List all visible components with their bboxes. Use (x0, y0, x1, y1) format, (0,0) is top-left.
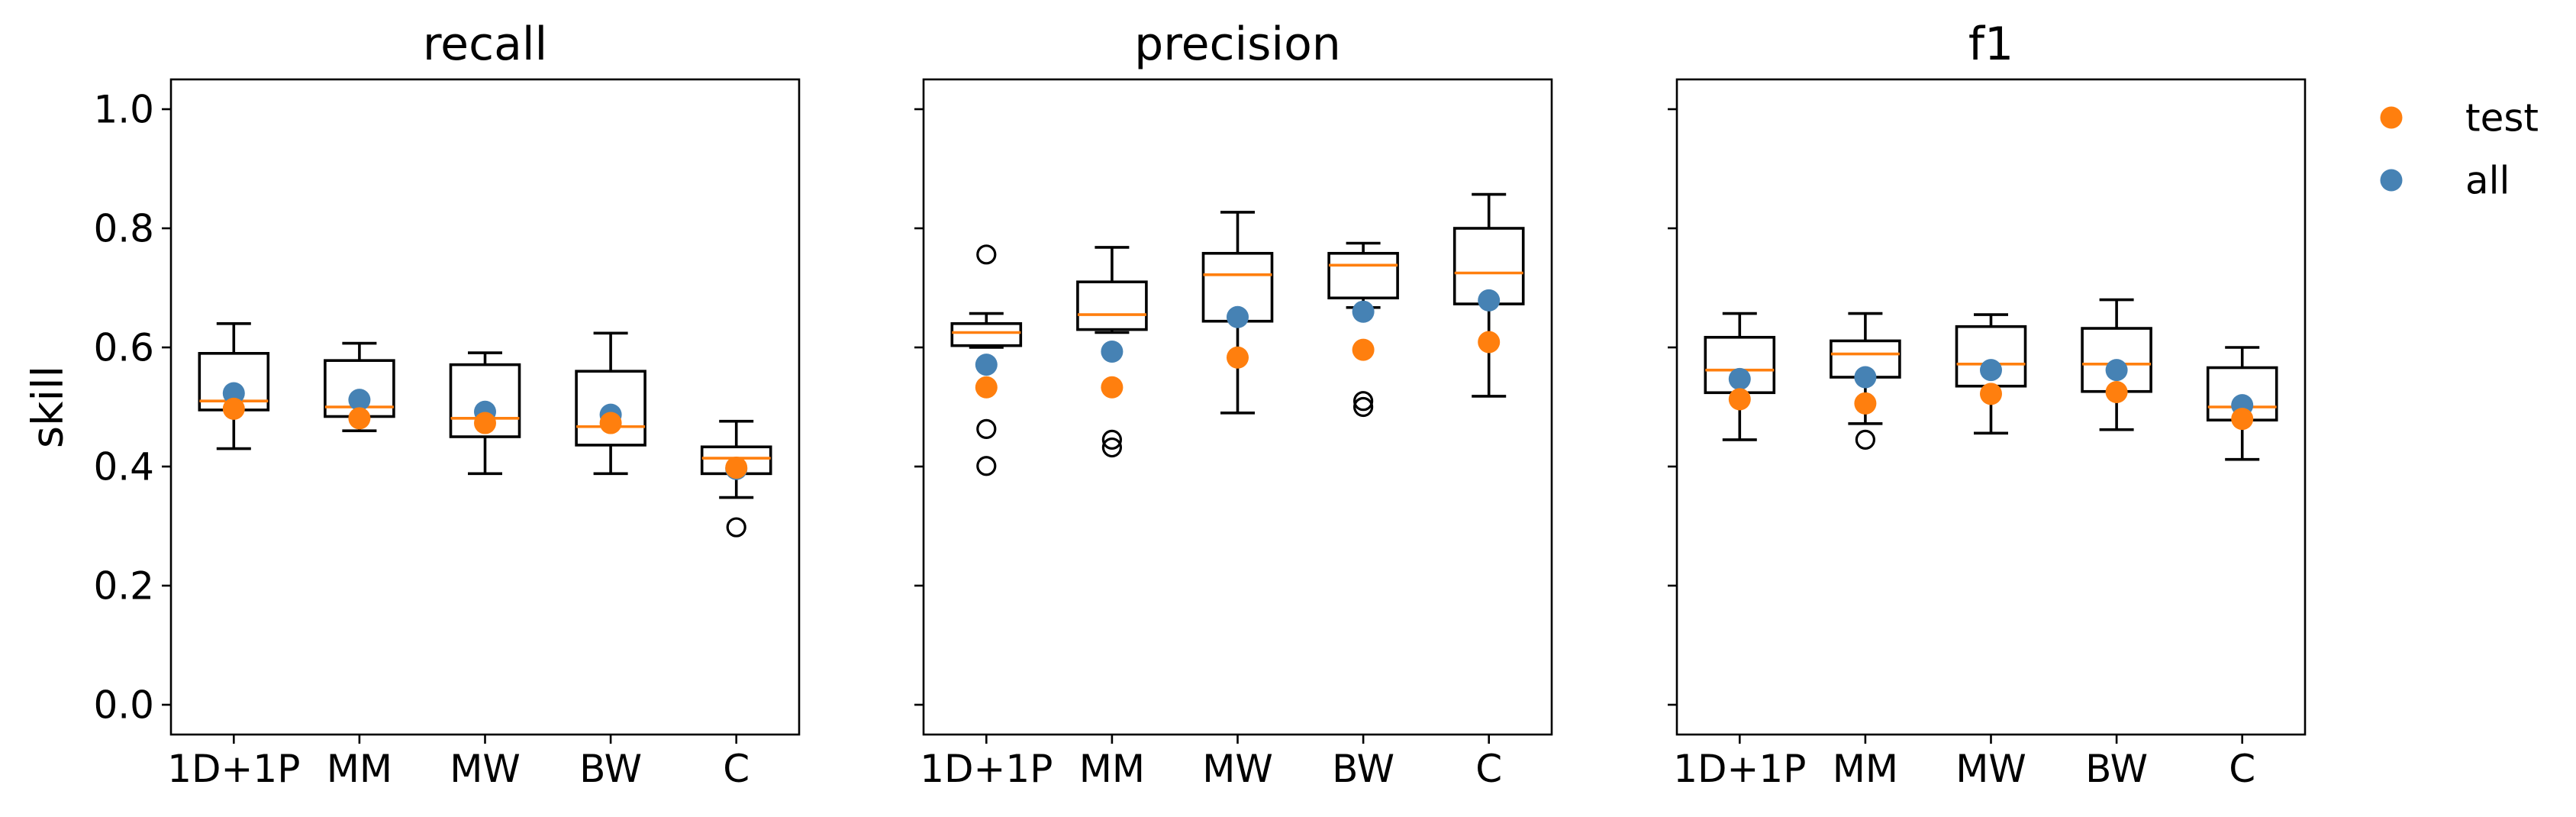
box-BW: BW (1327, 241, 1399, 791)
all-point (1980, 359, 2002, 382)
box-C: C (1452, 192, 1525, 791)
y-tick-label: 1.0 (93, 88, 154, 132)
iqr-box (449, 363, 521, 438)
panel-title: recall (423, 18, 547, 71)
box-1D+1P: 1D+1P (920, 244, 1053, 791)
y-tick-label: 0.6 (93, 326, 154, 370)
box-MM: MM (324, 341, 395, 791)
test-point (222, 397, 245, 420)
test-point (474, 412, 496, 434)
x-tick-label: MM (1833, 747, 1898, 791)
panel-title: precision (1134, 18, 1341, 71)
test-point (975, 376, 998, 399)
x-tick-label: C (1475, 747, 1502, 791)
outlier-point (976, 456, 997, 476)
x-tick-label: MM (327, 747, 392, 791)
iqr-box (1076, 280, 1148, 331)
axes-frame (169, 78, 801, 736)
test-point (1227, 346, 1249, 369)
all-point (1352, 300, 1375, 323)
panel-precision: precision 1D+1P MM MW BW C (914, 18, 1553, 791)
y-tick-label: 0.8 (93, 207, 154, 251)
x-tick-label: MW (450, 747, 521, 791)
x-tick-label: BW (579, 747, 642, 791)
panel-title: f1 (1968, 18, 2013, 71)
test-point (1478, 331, 1501, 354)
legend: test all (2380, 96, 2539, 203)
panel-recall: recall 0.0 0.2 0.4 0.6 0.8 1.0 1D+1P MM MW BW C (93, 18, 801, 791)
test-point (2231, 408, 2254, 431)
outlier-point (1352, 391, 1374, 412)
axes-frame (922, 78, 1553, 736)
test-point (2105, 381, 2128, 403)
all-point (1227, 305, 1249, 328)
box-BW: BW (575, 331, 646, 791)
y-tick-label: 0.0 (93, 683, 154, 728)
test-point (1980, 383, 2002, 405)
box-MW: MW (1201, 211, 1274, 791)
all-point (1728, 367, 1751, 390)
test-point (1101, 376, 1124, 399)
legend-marker (2380, 169, 2403, 192)
box-C: C (700, 419, 772, 791)
x-tick-label: MW (1202, 747, 1273, 791)
all-point (1478, 289, 1501, 312)
iqr-box (1327, 251, 1399, 300)
all-point (348, 389, 371, 412)
box-1D+1P: 1D+1P (1673, 312, 1806, 791)
panels: recall 0.0 0.2 0.4 0.6 0.8 1.0 1D+1P MM MW BW Cprec… (93, 18, 2307, 791)
test-point (599, 412, 622, 434)
x-tick-label: 1D+1P (1673, 747, 1806, 791)
x-tick-label: C (723, 747, 750, 791)
y-tick-label: 0.4 (93, 445, 154, 489)
all-point (975, 354, 998, 376)
all-point (2105, 359, 2128, 382)
box-MM: MM (1830, 312, 1901, 791)
outlier-point (976, 244, 997, 265)
x-tick-label: 1D+1P (167, 747, 300, 791)
box-1D+1P: 1D+1P (167, 321, 300, 791)
outlier-point (726, 517, 746, 538)
all-point (1854, 366, 1877, 389)
legend-entry-test: test (2380, 96, 2539, 140)
outlier-point (1101, 437, 1123, 458)
box-BW: BW (2081, 298, 2152, 791)
panel-f1: f1 1D+1P MM MW BW C (1668, 18, 2307, 791)
box-MW: MW (449, 351, 521, 791)
axes-frame (1675, 78, 2307, 736)
box-MM: MM (1076, 246, 1148, 791)
x-tick-label: 1D+1P (920, 747, 1053, 791)
test-point (1352, 338, 1375, 361)
outlier-point (1101, 429, 1123, 450)
legend-label: all (2465, 159, 2510, 203)
x-tick-label: BW (1332, 747, 1394, 791)
all-point (222, 382, 245, 405)
box-C: C (2206, 346, 2278, 791)
x-tick-label: MW (1955, 747, 2026, 791)
legend-marker (2380, 106, 2403, 129)
iqr-box (950, 321, 1023, 347)
test-point (1854, 392, 1877, 415)
x-tick-label: C (2229, 747, 2255, 791)
test-point (725, 457, 748, 480)
test-point (348, 407, 371, 430)
all-point (1101, 340, 1124, 363)
legend-label: test (2465, 96, 2539, 140)
y-axis-label: skill (24, 366, 73, 448)
test-point (1728, 388, 1751, 411)
outlier-point (1352, 396, 1374, 418)
x-tick-label: MM (1079, 747, 1145, 791)
y-tick-label: 0.2 (93, 564, 154, 609)
legend-entry-all: all (2380, 159, 2510, 203)
box-MW: MW (1955, 313, 2027, 791)
x-tick-label: BW (2085, 747, 2148, 791)
iqr-box (575, 370, 646, 447)
outlier-point (1855, 429, 1875, 450)
outlier-point (976, 418, 997, 439)
